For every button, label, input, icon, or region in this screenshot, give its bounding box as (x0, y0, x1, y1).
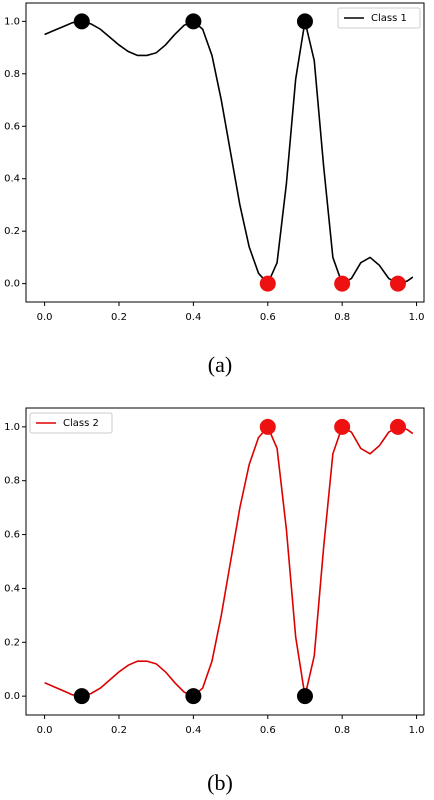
y-tick-label: 0.6 (4, 121, 20, 132)
x-tick-label: 0.4 (185, 725, 201, 736)
x-tick-label: 0.8 (334, 725, 350, 736)
point (73, 13, 90, 30)
x-tick-label: 1.0 (409, 725, 425, 736)
legend-box (29, 412, 113, 434)
x-tick-label: 0.2 (111, 312, 127, 323)
caption: (a) (208, 352, 232, 377)
y-tick-label: 0.6 (4, 530, 20, 541)
x-tick-label: 0.0 (37, 725, 53, 736)
x-tick-label: 0.4 (185, 312, 201, 323)
y-tick-label: 0.0 (4, 279, 20, 290)
y-tick-label: 0.4 (4, 174, 20, 185)
point (259, 275, 276, 292)
point (185, 13, 202, 30)
curve (44, 425, 414, 698)
point (73, 688, 90, 705)
point (185, 688, 202, 705)
point (389, 418, 406, 435)
y-tick-label: 0.4 (4, 583, 20, 594)
x-tick-label: 0.2 (111, 725, 127, 736)
x-tick-label: 0.8 (334, 312, 350, 323)
y-tick-label: 1.0 (4, 16, 20, 27)
y-tick-label: 0.2 (4, 637, 20, 648)
y-tick-label: 0.2 (4, 226, 20, 237)
axes-frame (25, 407, 425, 716)
y-tick-label: 1.0 (4, 422, 20, 433)
legend-label: Class 1 (371, 13, 407, 24)
point (389, 275, 406, 292)
y-tick-label: 0.8 (4, 69, 20, 80)
caption: (b) (207, 770, 233, 795)
x-tick-label: 0.6 (260, 312, 276, 323)
x-tick-label: 0.6 (260, 725, 276, 736)
point (259, 418, 276, 435)
point (296, 13, 313, 30)
y-tick-label: 0.0 (4, 691, 20, 702)
point (296, 688, 313, 705)
point (334, 418, 351, 435)
point (334, 275, 351, 292)
y-tick-label: 0.8 (4, 476, 20, 487)
x-tick-label: 1.0 (409, 312, 425, 323)
x-tick-label: 0.0 (37, 312, 53, 323)
legend-box (337, 7, 421, 29)
legend-label: Class 2 (63, 418, 99, 429)
curve (44, 20, 414, 286)
axes-frame (25, 2, 425, 303)
